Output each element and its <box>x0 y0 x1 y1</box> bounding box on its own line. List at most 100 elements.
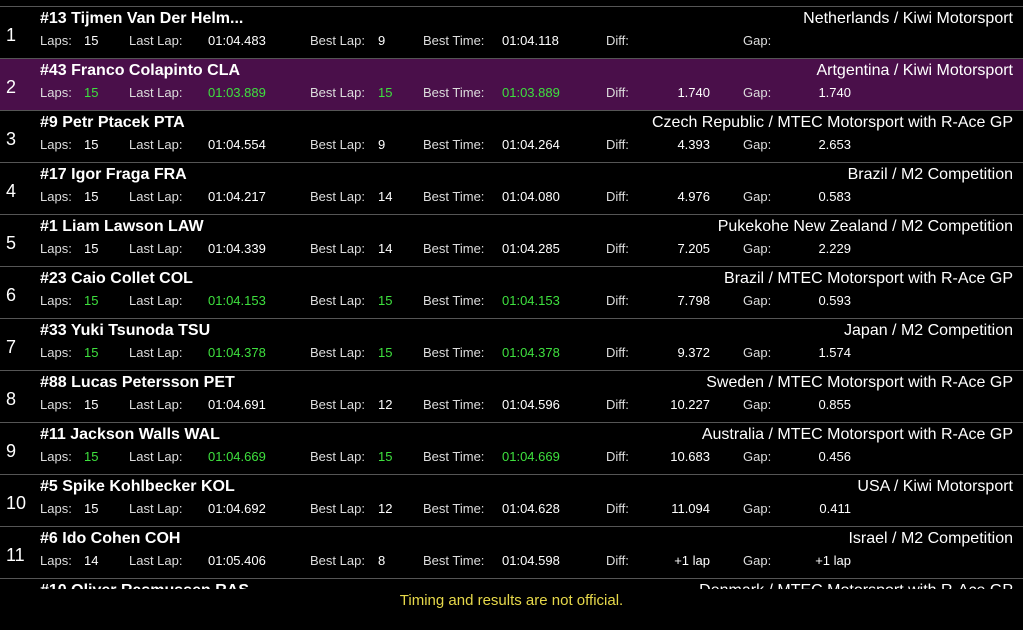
best-time-label: Best Time: <box>423 33 485 48</box>
best-lap-value: 12 <box>378 501 393 516</box>
best-lap-label: Best Lap: <box>310 33 365 48</box>
timing-row[interactable]: 7 #33 Yuki Tsunoda TSU Japan / M2 Competit… <box>0 318 1023 370</box>
last-lap-label: Last Lap: <box>129 293 183 308</box>
best-lap-value: 15 <box>378 449 393 464</box>
best-lap-value: 15 <box>378 293 393 308</box>
best-time-label: Best Time: <box>423 293 485 308</box>
gap-label: Gap: <box>743 33 772 48</box>
gap-label: Gap: <box>743 553 772 568</box>
best-time-value: 01:04.378 <box>502 345 560 360</box>
last-lap-value: 01:04.554 <box>208 137 266 152</box>
timing-row[interactable]: 5 #1 Liam Lawson LAW Pukekohe New Zealand … <box>0 214 1023 266</box>
last-lap-label: Last Lap: <box>129 241 183 256</box>
best-lap-value: 9 <box>378 137 386 152</box>
best-time-value: 01:04.669 <box>502 449 560 464</box>
team-name: Pukekohe New Zealand / M2 Competition <box>717 218 1013 235</box>
gap-value: 2.229 <box>818 241 851 256</box>
last-lap-label: Last Lap: <box>129 33 183 48</box>
laps-label: Laps: <box>40 137 72 152</box>
diff-label: Diff: <box>606 85 629 100</box>
last-lap-value: 01:04.483 <box>208 33 266 48</box>
team-name: Czech Republic / MTEC Motorsport with R-… <box>652 114 1013 131</box>
last-lap-label: Last Lap: <box>129 345 183 360</box>
position: 9 <box>6 441 17 461</box>
best-time-label: Best Time: <box>423 241 485 256</box>
laps-value: 15 <box>84 397 99 412</box>
last-lap-label: Last Lap: <box>129 449 183 464</box>
gap-value: 0.855 <box>818 397 851 412</box>
diff-value: 7.205 <box>677 241 710 256</box>
last-lap-value: 01:04.339 <box>208 241 266 256</box>
laps-label: Laps: <box>40 449 72 464</box>
gap-value: 0.593 <box>818 293 851 308</box>
best-time-value: 01:04.285 <box>502 241 560 256</box>
team-name: Netherlands / Kiwi Motorsport <box>803 10 1013 27</box>
diff-label: Diff: <box>606 33 629 48</box>
best-lap-value: 9 <box>378 33 386 48</box>
timing-row[interactable]: 1 #13 Tijmen Van Der Helm... Netherlands /… <box>0 6 1023 58</box>
gap-label: Gap: <box>743 501 772 516</box>
laps-value: 15 <box>84 85 99 100</box>
gap-label: Gap: <box>743 397 772 412</box>
team-name: Brazil / MTEC Motorsport with R-Ace GP <box>724 270 1013 287</box>
timing-row[interactable]: 9 #11 Jackson Walls WAL Australia / MTEC M… <box>0 422 1023 474</box>
best-lap-value: 14 <box>378 241 393 256</box>
laps-label: Laps: <box>40 293 72 308</box>
diff-label: Diff: <box>606 397 629 412</box>
diff-value: 9.372 <box>677 345 710 360</box>
driver-name: #17 Igor Fraga FRA <box>40 166 187 183</box>
diff-value: 7.798 <box>677 293 710 308</box>
timing-row[interactable]: 11 #6 Ido Cohen COH Israel / M2 Competitio… <box>0 526 1023 578</box>
gap-value: 1.740 <box>818 85 851 100</box>
diff-label: Diff: <box>606 189 629 204</box>
laps-label: Laps: <box>40 397 72 412</box>
team-name: Japan / M2 Competition <box>844 322 1013 339</box>
timing-row[interactable]: 8 #88 Lucas Petersson PET Sweden / MTEC Mo… <box>0 370 1023 422</box>
position: 8 <box>6 389 17 409</box>
timing-row[interactable]: 10 #5 Spike Kohlbecker KOL USA / Kiwi Moto… <box>0 474 1023 526</box>
best-time-value: 01:04.118 <box>502 33 559 48</box>
laps-value: 15 <box>84 345 99 360</box>
team-name: USA / Kiwi Motorsport <box>857 478 1013 495</box>
position: 11 <box>6 545 25 565</box>
best-time-value: 01:03.889 <box>502 85 560 100</box>
best-lap-label: Best Lap: <box>310 189 365 204</box>
best-time-label: Best Time: <box>423 85 485 100</box>
diff-label: Diff: <box>606 241 629 256</box>
laps-value: 15 <box>84 449 99 464</box>
timing-row[interactable]: 2 #43 Franco Colapinto CLA Artgentina / Ki… <box>0 58 1023 110</box>
last-lap-value: 01:04.669 <box>208 449 266 464</box>
laps-value: 15 <box>84 241 99 256</box>
diff-label: Diff: <box>606 501 629 516</box>
last-lap-label: Last Lap: <box>129 85 183 100</box>
best-lap-value: 15 <box>378 85 393 100</box>
laps-label: Laps: <box>40 501 72 516</box>
gap-value: 2.653 <box>818 137 851 152</box>
last-lap-value: 01:04.378 <box>208 345 266 360</box>
driver-name: #33 Yuki Tsunoda TSU <box>40 322 211 339</box>
gap-label: Gap: <box>743 189 772 204</box>
best-time-value: 01:04.598 <box>502 553 560 568</box>
timing-row[interactable]: 4 #17 Igor Fraga FRA Brazil / M2 Competiti… <box>0 162 1023 214</box>
laps-label: Laps: <box>40 33 72 48</box>
last-lap-value: 01:04.217 <box>208 189 266 204</box>
last-lap-label: Last Lap: <box>129 553 183 568</box>
timing-row[interactable]: 6 #23 Caio Collet COL Brazil / MTEC Motors… <box>0 266 1023 318</box>
position: 10 <box>6 493 27 513</box>
team-name: Artgentina / Kiwi Motorsport <box>816 62 1013 79</box>
best-time-value: 01:04.153 <box>502 293 560 308</box>
position: 3 <box>6 129 17 149</box>
gap-value: 0.456 <box>818 449 851 464</box>
last-lap-value: 01:04.153 <box>208 293 266 308</box>
timing-row[interactable]: 3 #9 Petr Ptacek PTA Czech Republic / MTEC… <box>0 110 1023 162</box>
best-time-label: Best Time: <box>423 397 485 412</box>
laps-label: Laps: <box>40 345 72 360</box>
footer-notice: Timing and results are not official. <box>0 589 1023 612</box>
gap-value: 0.583 <box>818 189 851 204</box>
last-lap-label: Last Lap: <box>129 137 183 152</box>
last-lap-label: Last Lap: <box>129 397 183 412</box>
best-lap-value: 12 <box>378 397 393 412</box>
laps-value: 15 <box>84 137 99 152</box>
team-name: Australia / MTEC Motorsport with R-Ace G… <box>701 426 1013 443</box>
best-time-label: Best Time: <box>423 553 485 568</box>
